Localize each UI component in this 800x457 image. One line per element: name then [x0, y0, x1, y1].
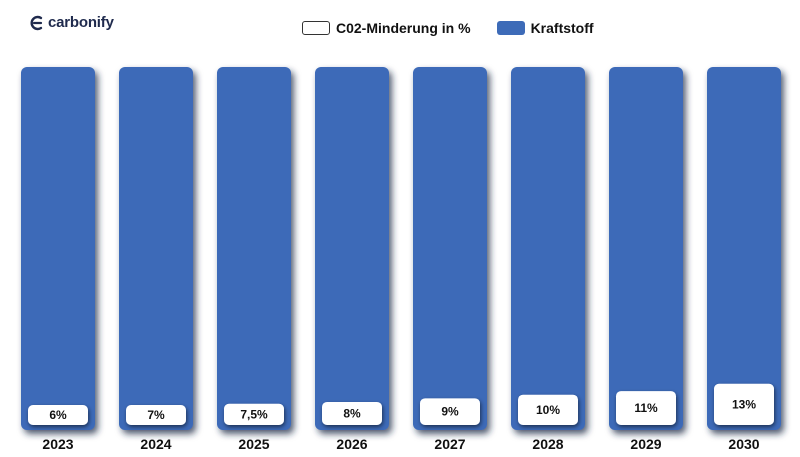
bar-fuel-2025 [217, 67, 291, 430]
bar-fuel-2027 [413, 67, 487, 430]
bar-value-label: 7,5% [240, 407, 268, 421]
brand-logo: carbonify [30, 14, 114, 31]
x-tick-label: 2025 [238, 436, 269, 452]
legend-label-fuel: Kraftstoff [530, 20, 594, 36]
bar-co2-2023 [28, 405, 88, 425]
bar-co2-2028 [518, 394, 578, 425]
carbonify-logo-icon [30, 15, 43, 30]
x-tick-label: 2029 [630, 436, 661, 452]
bar-fuel-2030 [707, 67, 781, 430]
legend-item-co2: C02-Minderung in % [302, 20, 471, 36]
bar-value-label: 9% [441, 405, 459, 419]
bar-co2-2025 [224, 403, 284, 425]
x-tick-label: 2023 [42, 436, 73, 452]
bar-fuel-2023 [21, 67, 95, 430]
bar-co2-2026 [322, 401, 382, 425]
bar-co2-2024 [126, 405, 186, 425]
bar-co2-2027 [420, 398, 480, 425]
x-tick-label: 2028 [532, 436, 563, 452]
bar-co2-2029 [616, 391, 676, 425]
bar-co2-2030 [714, 383, 774, 425]
legend-label-co2: C02-Minderung in % [336, 20, 471, 36]
bar-fuel-2029 [609, 67, 683, 430]
bar-value-label: 6% [49, 408, 67, 422]
bar-fuel-2024 [119, 67, 193, 430]
legend-swatch-fuel [496, 21, 525, 35]
legend-item-fuel: Kraftstoff [496, 20, 594, 36]
legend-swatch-co2 [302, 21, 330, 35]
chart-legend: C02-Minderung in % Kraftstoff [302, 20, 620, 36]
x-tick-label: 2030 [728, 436, 759, 452]
brand-name: carbonify [48, 14, 114, 31]
bar-value-label: 8% [343, 406, 361, 420]
bar-fuel-2028 [511, 67, 585, 430]
bar-fuel-2026 [315, 67, 389, 430]
x-tick-label: 2026 [336, 436, 367, 452]
x-tick-label: 2027 [434, 436, 465, 452]
x-tick-label: 2024 [140, 436, 171, 452]
bar-value-label: 10% [536, 403, 560, 417]
bar-value-label: 11% [634, 401, 658, 415]
bar-value-label: 13% [732, 397, 756, 411]
bar-value-label: 7% [147, 408, 165, 422]
